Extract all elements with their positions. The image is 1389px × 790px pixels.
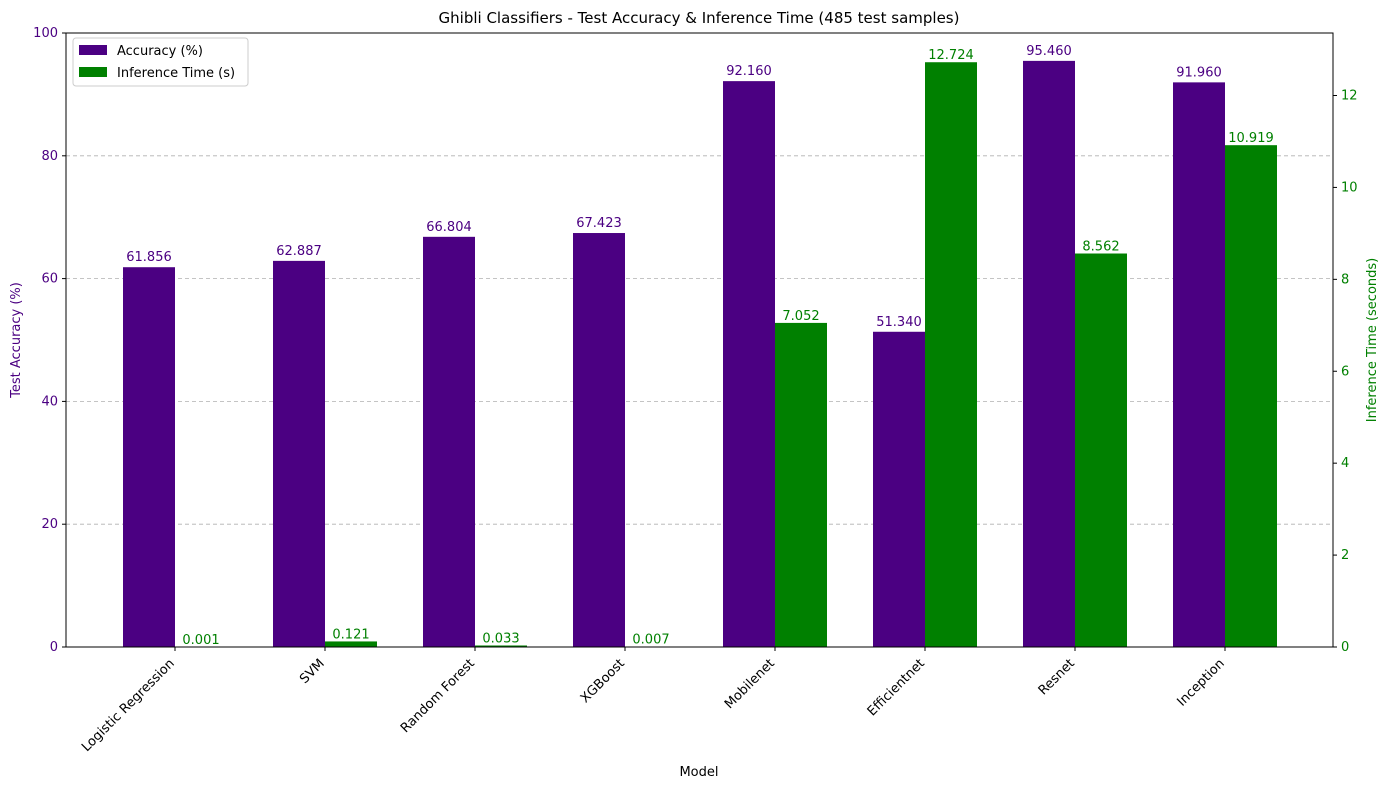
bar-label-accuracy: 67.423 bbox=[576, 216, 622, 231]
bar-label-inference: 8.562 bbox=[1082, 240, 1119, 255]
bar-label-accuracy: 66.804 bbox=[426, 220, 472, 235]
bar-label-accuracy: 91.960 bbox=[1176, 65, 1222, 80]
y-left-tick-label: 0 bbox=[50, 640, 58, 655]
bar-inference bbox=[925, 62, 977, 647]
bars bbox=[123, 60, 1277, 648]
bar-accuracy bbox=[123, 267, 175, 647]
bar-inference bbox=[475, 645, 527, 647]
y-left-tick-label: 60 bbox=[41, 272, 58, 287]
y-right-tick-label: 10 bbox=[1341, 180, 1358, 195]
legend-label-accuracy: Accuracy (%) bbox=[117, 44, 203, 59]
x-tick-label: XGBoost bbox=[578, 656, 628, 706]
y-left-tick-label: 80 bbox=[41, 149, 58, 164]
legend-swatch-inference bbox=[79, 67, 107, 77]
bar-label-accuracy: 51.340 bbox=[876, 315, 922, 330]
plot-frame bbox=[65, 32, 1334, 648]
bar-accuracy bbox=[423, 236, 475, 648]
bar-accuracy bbox=[723, 81, 775, 648]
legend-swatch-accuracy bbox=[79, 45, 107, 55]
chart-title: Ghibli Classifiers - Test Accuracy & Inf… bbox=[439, 9, 960, 27]
bar-inference bbox=[1225, 145, 1277, 647]
y-left-tick-label: 100 bbox=[33, 26, 58, 41]
bar-label-accuracy: 61.856 bbox=[126, 250, 172, 265]
bar-accuracy bbox=[1173, 82, 1225, 647]
bar-label-inference: 0.007 bbox=[632, 633, 669, 648]
bar-label-inference: 10.919 bbox=[1228, 131, 1274, 146]
bar-inference bbox=[775, 322, 827, 647]
y-axis-right-label: Inference Time (seconds) bbox=[1365, 258, 1380, 422]
bar-inference bbox=[325, 641, 377, 647]
bar-inference bbox=[1075, 253, 1127, 647]
bar-label-inference: 0.033 bbox=[482, 631, 519, 646]
x-tick-label: Mobilenet bbox=[722, 656, 778, 712]
bar-accuracy bbox=[273, 260, 325, 647]
y-right-tick-label: 0 bbox=[1341, 640, 1349, 655]
bar-accuracy bbox=[1023, 60, 1075, 647]
x-tick-label: Inception bbox=[1175, 656, 1228, 709]
y-right-tick-label: 2 bbox=[1341, 548, 1349, 563]
gridlines bbox=[66, 155, 1333, 525]
bar-label-accuracy: 92.160 bbox=[726, 64, 772, 79]
bar-label-accuracy: 95.460 bbox=[1026, 44, 1072, 59]
x-axis: Logistic Regression SVM Random Forest XGBoo… bbox=[79, 647, 1228, 755]
x-tick-label: Resnet bbox=[1036, 656, 1078, 698]
y-axis-left-label: Test Accuracy (%) bbox=[9, 282, 24, 399]
bar-accuracy bbox=[573, 233, 625, 648]
x-tick-label: Random Forest bbox=[398, 656, 478, 736]
x-tick-label: Efficientnet bbox=[865, 656, 928, 719]
x-tick-label: SVM bbox=[297, 656, 328, 687]
y-right-tick-label: 12 bbox=[1341, 89, 1358, 104]
bar-value-labels: 61.856 0.001 62.887 0.121 66.804 0.033 67.423 0… bbox=[126, 44, 1274, 648]
y-left-tick-label: 40 bbox=[41, 394, 58, 409]
legend: Accuracy (%) Inference Time (s) bbox=[72, 37, 249, 87]
y-right-tick-label: 4 bbox=[1341, 456, 1349, 471]
bar-label-inference: 0.001 bbox=[182, 633, 219, 648]
y-axis-left: 0 20 40 60 80 100 bbox=[33, 26, 66, 655]
x-tick-label: Logistic Regression bbox=[79, 656, 178, 755]
y-left-tick-label: 20 bbox=[41, 517, 58, 532]
legend-label-inference: Inference Time (s) bbox=[117, 66, 235, 81]
legend-box bbox=[72, 37, 249, 87]
bar-label-accuracy: 62.887 bbox=[276, 244, 322, 259]
bar-label-inference: 7.052 bbox=[782, 309, 819, 324]
bar-label-inference: 12.724 bbox=[928, 48, 974, 63]
y-right-tick-label: 8 bbox=[1341, 272, 1349, 287]
y-axis-right: 0 2 4 6 8 10 12 bbox=[1333, 89, 1358, 655]
y-right-tick-label: 6 bbox=[1341, 364, 1349, 379]
bar-accuracy bbox=[873, 331, 925, 647]
x-axis-label: Model bbox=[679, 765, 718, 780]
bar-label-inference: 0.121 bbox=[332, 627, 369, 642]
